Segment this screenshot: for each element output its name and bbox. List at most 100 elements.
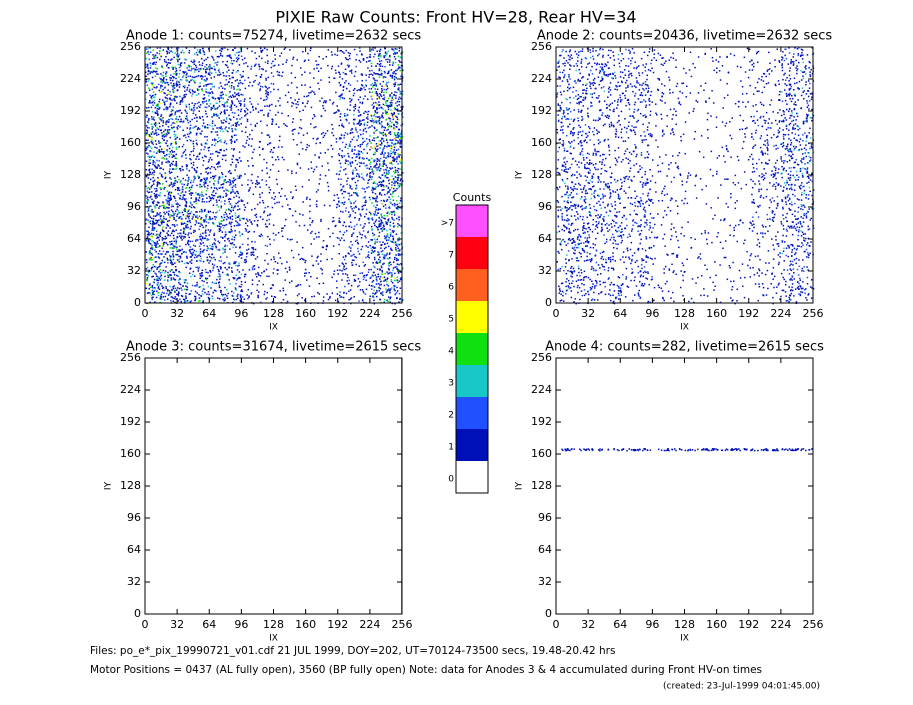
pixel-dot	[189, 128, 191, 130]
pixel-dot	[379, 163, 381, 165]
pixel-dot	[356, 163, 359, 165]
pixel-dot	[218, 195, 221, 198]
pixel-dot	[173, 142, 176, 144]
pixel-dot	[220, 206, 223, 209]
pixel-dot	[389, 54, 391, 57]
pixel-dot	[291, 64, 293, 67]
pixel-dot	[296, 101, 299, 103]
pixel-dot	[347, 58, 349, 61]
pixel-dot	[359, 124, 361, 127]
pixel-dot	[170, 114, 172, 117]
pixel-dot	[218, 260, 221, 262]
pixel-dot	[362, 137, 364, 140]
pixel-dot	[378, 140, 380, 142]
pixel-dot	[211, 116, 213, 118]
pixel-dot	[272, 224, 275, 226]
pixel-dot	[360, 133, 362, 136]
pixel-dot	[391, 211, 394, 213]
pixel-dot	[233, 262, 235, 265]
pixel-dot	[266, 88, 269, 90]
pixel-dot	[386, 212, 388, 214]
pixel-dot	[344, 57, 347, 59]
pixel-dot	[358, 123, 360, 125]
pixel-dot	[200, 143, 203, 145]
pixel-dot	[335, 224, 337, 227]
pixel-dot	[226, 83, 228, 86]
pixel-dot	[149, 258, 151, 260]
pixel-dot	[254, 241, 256, 243]
pixel-dot	[389, 105, 392, 108]
pixel-dot	[194, 254, 197, 256]
pixel-dot	[192, 142, 195, 145]
pixel-dot	[378, 225, 381, 228]
pixel-dot	[190, 95, 193, 97]
pixel-dot	[185, 47, 188, 49]
pixel-dot	[212, 267, 215, 269]
pixel-dot	[345, 207, 347, 209]
pixel-dot	[388, 196, 390, 198]
pixel-dot	[208, 200, 210, 203]
pixel-dot	[145, 219, 147, 221]
pixel-dot	[159, 275, 162, 278]
pixel-dot	[159, 167, 161, 170]
pixel-dot	[209, 217, 211, 220]
pixel-dot	[246, 202, 249, 204]
pixel-dot	[370, 95, 373, 98]
pixel-dot	[207, 149, 210, 152]
pixel-dot	[162, 121, 165, 124]
pixel-dot	[272, 83, 275, 85]
pixel-dot	[145, 146, 147, 148]
pixel-dot	[266, 134, 269, 136]
pixel-dot	[394, 143, 397, 146]
pixel-dot	[211, 96, 214, 99]
pixel-dot	[176, 289, 178, 291]
pixel-dot	[251, 157, 253, 160]
pixel-dot	[325, 100, 327, 102]
pixel-dot	[398, 236, 400, 239]
pixel-dot	[149, 235, 151, 238]
pixel-dot	[270, 149, 273, 151]
pixel-dot	[155, 256, 157, 258]
pixel-dot	[217, 163, 220, 165]
pixel-dot	[187, 220, 190, 223]
pixel-dot	[384, 104, 386, 107]
pixel-dot	[192, 67, 195, 70]
pixel-dot	[394, 151, 397, 154]
pixel-dot	[213, 176, 216, 178]
pixel-dot	[378, 60, 381, 63]
pixel-dot	[376, 169, 378, 171]
pixel-dot	[182, 227, 185, 230]
pixel-dot	[212, 269, 214, 272]
pixel-dot	[207, 100, 210, 102]
pixel-dot	[370, 48, 373, 51]
pixel-dot	[225, 148, 228, 151]
pixel-dot	[249, 100, 251, 103]
pixel-dot	[366, 121, 369, 124]
pixel-dot	[259, 47, 262, 50]
pixel-dot	[400, 197, 402, 199]
pixel-dot	[351, 138, 354, 141]
pixel-dot	[180, 223, 183, 226]
pixel-dot	[191, 93, 194, 95]
pixel-dot	[332, 101, 335, 104]
pixel-dot	[150, 156, 153, 158]
pixel-dot	[158, 201, 160, 204]
pixel-dot	[286, 261, 288, 263]
pixel-dot	[386, 105, 389, 107]
pixel-dot	[145, 63, 147, 66]
pixel-dot	[161, 285, 163, 287]
pixel-dot	[187, 176, 190, 179]
pixel-dot	[234, 112, 236, 114]
pixel-dot	[348, 198, 350, 201]
pixel-dot	[193, 201, 195, 203]
pixel-dot	[204, 66, 206, 68]
pixel-dot	[203, 148, 205, 151]
pixel-dot	[156, 52, 158, 54]
pixel-dot	[348, 143, 351, 145]
pixel-dot	[196, 75, 198, 78]
pixel-dot	[338, 124, 341, 127]
pixel-dot	[185, 165, 188, 168]
pixel-dot	[260, 51, 263, 53]
pixel-dot	[150, 71, 152, 73]
pixel-dot	[164, 213, 166, 215]
